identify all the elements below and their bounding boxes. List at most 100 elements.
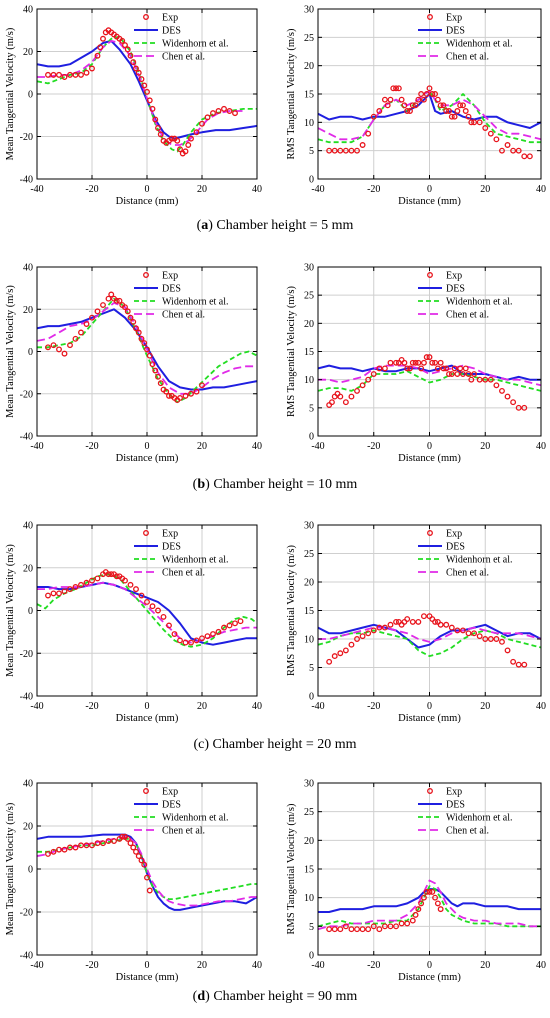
data-point-exp [83,321,90,327]
data-point-exp [83,842,90,849]
data-point-exp [401,102,408,109]
data-point-exp [45,71,51,78]
data-point-exp [407,108,413,114]
data-point-exp [133,586,139,593]
data-point-exp [182,392,189,399]
data-point-exp [108,291,115,298]
y-tick-label: 20 [304,319,314,330]
data-point-exp [454,371,461,377]
data-point-exp [412,911,419,918]
x-tick-label: 20 [480,184,490,195]
data-point-exp [409,102,416,109]
data-point-exp [89,65,95,72]
data-point-exp [370,113,377,120]
data-point-exp [493,382,500,389]
data-point-exp [429,888,436,895]
data-point-exp [471,630,478,637]
data-point-exp [376,365,383,372]
series-line-chen-et-al [37,40,246,146]
caption-b-close: ) [205,477,210,492]
legend-label-des: DES [162,26,181,37]
data-point-exp [415,906,422,913]
data-point-exp [130,59,137,66]
x-tick-label: -20 [85,701,98,712]
data-point-exp [56,346,62,353]
y-tick-label: -40 [20,432,33,443]
data-point-exp [152,367,159,374]
data-point-exp [429,91,436,97]
x-tick-label: -20 [367,701,380,712]
data-point-exp [199,120,205,127]
x-tick-label: 0 [145,960,150,971]
x-tick-label: 20 [197,441,207,452]
caption-b-letter: b [197,477,206,492]
data-point-exp [451,365,458,372]
chart-a-mean: -40 -20 0 20 40 -40 -20 0 20 40 Distance (mm) Mean … [5,5,262,208]
legend-label-chen-et-al: Chen et al. [446,568,489,579]
data-point-exp [387,923,394,930]
data-point-exp [105,838,112,844]
data-point-exp [510,399,517,406]
x-tick-label: 40 [536,701,546,712]
y-tick-label: 40 [23,779,33,790]
legend-label-widenhorn-et-al: Widenhorn et al. [446,297,513,308]
data-point-exp [493,136,500,143]
x-tick-label: 20 [197,701,207,712]
data-point-exp [409,917,416,924]
x-tick-label: 40 [252,184,262,195]
data-point-exp [415,359,422,366]
y-axis-label: RMS Tangential Velocity (m/s) [286,803,297,934]
x-tick-label: 40 [252,960,262,971]
y-tick-label: 5 [309,146,314,157]
chart-a-rms: -40 -20 0 20 40 0 5 10 15 20 25 30 Distance (mm) RMS … [286,5,546,208]
data-point-exp [387,359,394,366]
data-point-exp [50,848,57,855]
caption-d-text: Chamber height = 90 mm [209,989,358,1004]
data-point-exp [221,624,227,631]
data-point-exp [426,354,433,361]
data-point-exp [160,613,167,620]
series-line-widenhorn-et-al [318,90,541,144]
x-tick-label: -40 [311,701,324,712]
data-point-exp [67,342,73,349]
y-tick-label: 40 [23,5,33,16]
x-tick-label: -20 [85,184,98,195]
y-axis-label: RMS Tangential Velocity (m/s) [286,545,297,676]
data-point-exp [326,147,333,154]
data-point-exp [420,359,427,366]
data-point-exp [440,365,447,372]
data-point-exp [393,85,399,92]
data-point-exp [146,97,153,104]
legend-label-chen-et-al: Chen et al. [162,826,205,837]
data-point-exp [127,840,134,847]
y-tick-label: 30 [304,5,314,16]
data-point-exp [144,88,150,95]
data-point-exp [149,105,156,112]
legend-label-exp: Exp [162,271,178,282]
caption-c-open: ( [193,737,199,752]
data-point-exp [94,575,101,582]
data-point-exp [45,851,51,857]
data-point-exp [78,329,84,336]
data-point-exp [326,658,333,665]
data-point-exp [460,371,466,377]
data-point-exp [418,900,425,907]
data-point-exp [521,661,528,668]
y-tick-label: -20 [20,908,33,919]
y-tick-label: 20 [304,61,314,72]
data-point-exp [185,142,192,148]
y-tick-label: -20 [20,389,33,400]
data-point-exp [135,329,142,336]
series-line-widenhorn-et-al [37,297,257,404]
y-tick-label: 10 [304,118,314,129]
series-line-chen-et-al [318,879,541,931]
x-tick-label: -40 [311,441,324,452]
chart-d-rms: -40 -20 0 20 40 0 5 10 15 20 25 30 Distance (mm) RMS … [286,779,546,984]
data-point-exp [390,85,397,92]
legend-label-des: DES [162,800,181,811]
data-point-exp [476,376,483,383]
data-point-exp [409,359,416,366]
legend-marker-exp [143,530,149,536]
data-point-exp [504,142,511,148]
data-point-exp [381,923,388,930]
